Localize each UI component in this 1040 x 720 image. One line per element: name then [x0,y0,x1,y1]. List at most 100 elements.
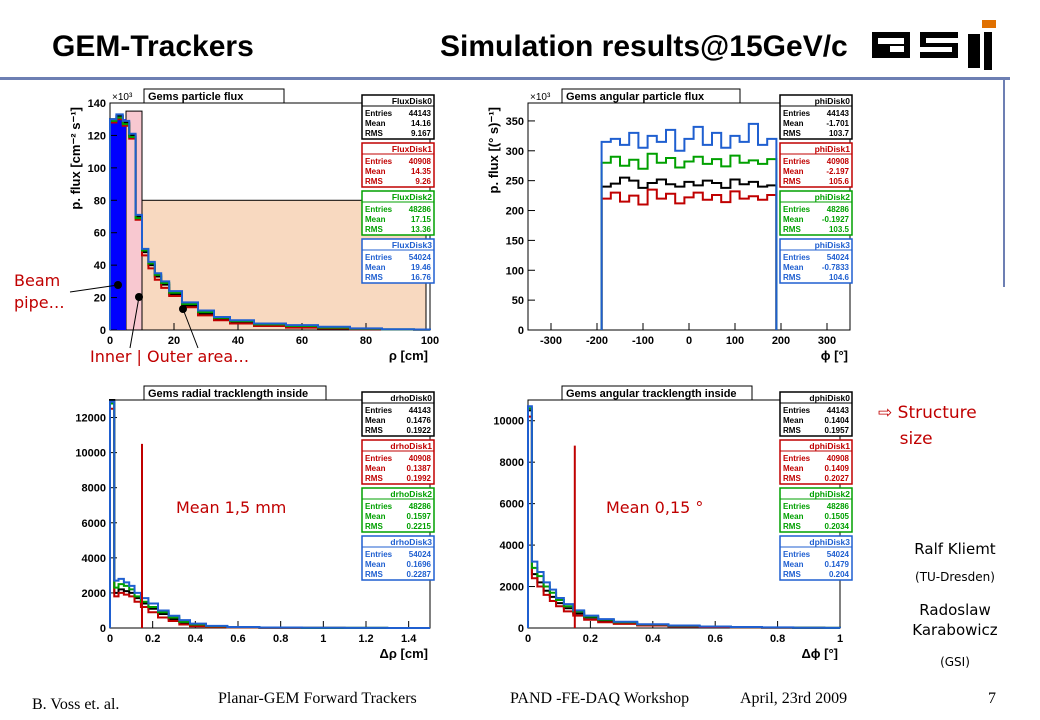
stats-key: Mean [365,416,386,425]
y-tick-label: 60 [94,228,106,240]
y-tick-label: 300 [506,146,524,158]
stats-value: 103.7 [829,129,850,138]
stats-key: RMS [783,570,801,579]
x-axis-label: Δρ [cm] [380,646,428,660]
x-axis-label: ϕ [°] [821,348,848,363]
stats-value: 44143 [827,406,850,415]
stats-value: 9.26 [415,177,431,186]
y-tick-label: 0 [100,623,106,635]
stats-key: RMS [783,426,801,435]
stats-key: Entries [365,406,393,415]
stats-value: 40908 [827,454,850,463]
stats-name: drhoDisk0 [390,393,432,403]
y-tick-label: 2000 [500,582,524,594]
y-tick-label: 350 [506,116,524,128]
stats-key: Entries [783,109,811,118]
stats-key: RMS [783,225,801,234]
stats-name: phiDisk1 [815,144,851,154]
stats-box [779,535,853,581]
author-name-1: Ralf Kliemt [914,540,996,558]
stats-key: RMS [783,273,801,282]
stats-value: 40908 [409,454,432,463]
x-tick-label: 1.4 [401,633,417,645]
y-tick-label: 20 [94,293,106,305]
y-tick-label: 6000 [500,499,524,511]
chart-angular-particle-flux: -300 -200 -100 0 100 200 300 0 50 100 150 200 250 300… [486,88,853,363]
stats-value: 105.6 [829,177,850,186]
gsi-logo [872,20,996,70]
author-inst-2: (GSI) [940,655,970,669]
footer-page: 7 [988,690,996,707]
stats-key: RMS [365,225,383,234]
stats-value: 0.2287 [407,570,432,579]
stats-value: 0.1696 [407,560,432,569]
stats-value: 0.2034 [825,522,850,531]
title-left: GEM-Trackers [52,30,254,63]
stats-name: phiDisk2 [815,192,851,202]
x-tick-label: 0 [686,335,692,347]
series-line-phiDisk2 [600,152,778,330]
stats-box [361,190,435,236]
stats-value: 48286 [409,502,432,511]
header-divider [0,77,1010,80]
x-tick-label: -100 [632,335,654,347]
stats-value: -0.7833 [822,263,850,272]
stats-value: 40908 [827,157,850,166]
series-line-drhoDisk3 [109,400,430,629]
stats-key: Mean [783,512,804,521]
stats-value: 104.6 [829,273,850,282]
stats-key: Entries [783,454,811,463]
x-axis-label: ρ [cm] [389,348,428,363]
stats-value: 0.204 [829,570,850,579]
stats-key: Entries [365,550,393,559]
stats-key: Entries [783,502,811,511]
stats-box [361,238,435,284]
author-name-2: Radoslaw Karabowicz [912,601,998,639]
stats-key: Mean [783,215,804,224]
stats-key: Mean [365,512,386,521]
stats-value: 48286 [827,502,850,511]
stats-box [779,190,853,236]
stats-value: 48286 [827,205,850,214]
stats-value: 0.1479 [825,560,850,569]
y-tick-label: 0 [100,325,106,337]
right-divider [1003,77,1005,287]
stats-key: RMS [783,177,801,186]
stats-value: 54024 [827,253,850,262]
stats-key: Entries [783,157,811,166]
stats-name: FluxDisk3 [392,240,432,250]
y-tick-label: 120 [88,130,106,142]
stats-value: 9.167 [411,129,432,138]
stats-value: 0.1505 [825,512,850,521]
author-inst-1: (TU-Dresden) [915,570,995,584]
x-tick-label: 0 [107,335,113,347]
stats-name: drhoDisk1 [390,441,432,451]
stats-box [779,94,853,140]
x-tick-label: 0.8 [273,633,288,645]
stats-value: 16.76 [411,273,432,282]
chart-title-box [143,385,327,401]
stats-key: RMS [783,522,801,531]
y-tick-label: 40 [94,260,106,272]
series-line-dphiDisk3 [527,405,841,629]
y-tick-label: 0 [518,623,524,635]
stats-value: 54024 [409,253,432,262]
x-tick-label: 200 [772,335,790,347]
x-tick-label: 0.8 [770,633,785,645]
stats-value: 0.2215 [407,522,432,531]
stats-box [361,439,435,485]
stats-value: 14.35 [411,167,432,176]
x-tick-label: 100 [726,335,744,347]
x-tick-label: 0.2 [583,633,598,645]
stats-key: Entries [783,253,811,262]
x-tick-label: 1.2 [358,633,373,645]
y-tick-label: 12000 [75,413,106,425]
stats-value: 0.1404 [825,416,850,425]
mean-drho-annotation: Mean 1,5 mm [176,498,287,517]
stats-key: Mean [783,167,804,176]
x-axis-label: Δϕ [°] [801,646,838,660]
stats-name: FluxDisk2 [392,192,432,202]
y-tick-label: 6000 [82,518,106,530]
stats-value: 48286 [409,205,432,214]
